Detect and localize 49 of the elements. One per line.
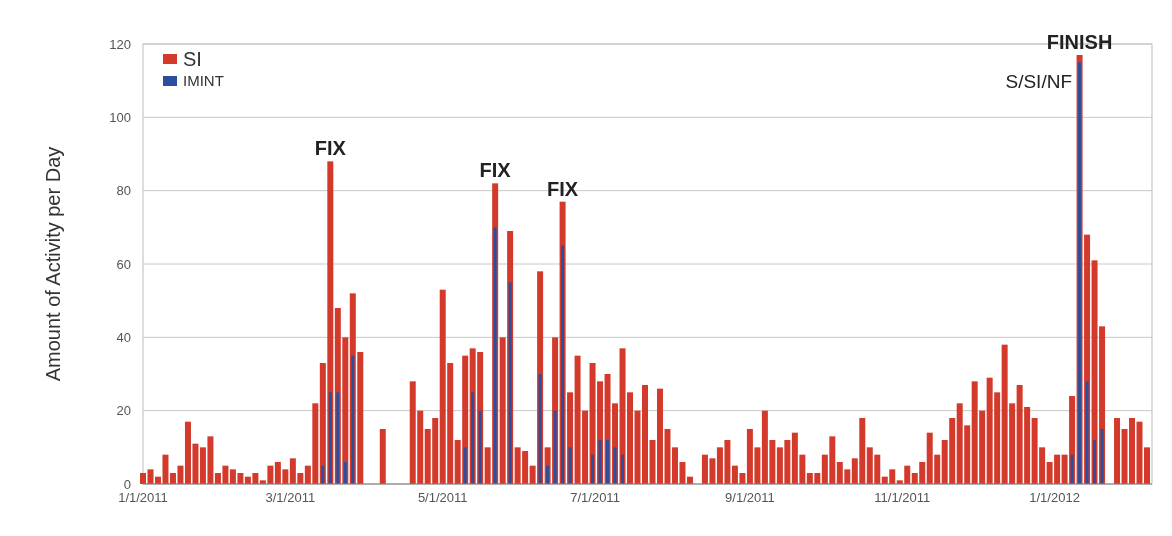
bar	[546, 465, 550, 484]
bar	[493, 227, 497, 484]
bar	[613, 447, 617, 484]
legend-label: SI	[183, 48, 202, 70]
bar	[598, 440, 602, 484]
y-tick-label: 60	[116, 256, 131, 272]
y-tick-label: 100	[109, 109, 131, 125]
annotation: FIX	[479, 159, 512, 182]
bar	[553, 410, 557, 484]
x-tick-label: 1/1/2011	[118, 490, 168, 505]
bar	[336, 392, 340, 484]
bar	[351, 355, 355, 484]
y-tick-label: 120	[109, 36, 131, 52]
x-tick-label: 3/1/2011	[265, 490, 316, 505]
bar	[1085, 381, 1089, 484]
x-tick-label: 9/1/2011	[725, 490, 775, 505]
y-axis-title: Amount of Activity per Day	[42, 146, 64, 382]
bar	[379, 429, 386, 484]
bar	[1114, 418, 1121, 484]
bar	[591, 454, 595, 484]
legend-label: IMINT	[183, 72, 224, 90]
bar	[478, 410, 482, 484]
bar	[538, 374, 542, 484]
bar	[561, 245, 565, 484]
bar	[1093, 440, 1097, 484]
annotation: FINISH	[1046, 31, 1113, 53]
bar	[328, 392, 332, 484]
bar	[1100, 429, 1104, 484]
bar	[508, 282, 512, 484]
y-tick-label: 0	[123, 476, 131, 492]
x-tick-label: 1/1/2012	[1029, 490, 1080, 505]
bar	[343, 462, 347, 484]
y-tick-label: 40	[116, 329, 131, 345]
bar	[568, 447, 572, 484]
x-tick-label: 7/1/2011	[570, 490, 620, 505]
y-tick-label: 20	[116, 403, 131, 419]
bar	[606, 440, 610, 484]
x-tick-label: 11/1/2011	[874, 490, 931, 505]
bar	[1078, 62, 1082, 484]
x-tick-label: 5/1/2011	[417, 490, 468, 505]
bar	[1070, 454, 1074, 484]
annotation: FIX	[314, 137, 347, 160]
bar	[471, 392, 475, 484]
annotation: FIX	[547, 177, 579, 200]
bar	[463, 447, 467, 484]
bar	[621, 454, 625, 484]
y-tick-label: 80	[116, 183, 131, 199]
annotation: S/SI/NF	[1005, 71, 1072, 92]
bar	[321, 465, 325, 484]
